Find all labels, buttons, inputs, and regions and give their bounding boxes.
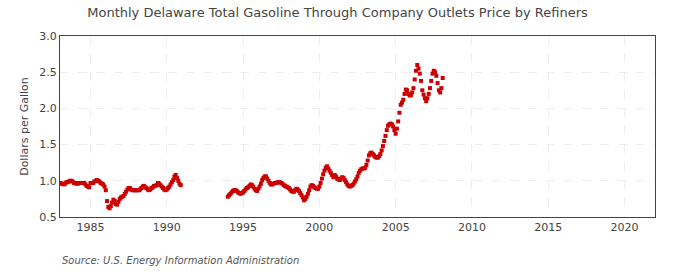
svg-text:1995: 1995 [229,221,257,234]
svg-text:2010: 2010 [458,221,486,234]
svg-text:Dollars per Gallon: Dollars per Gallon [18,77,31,176]
svg-text:2000: 2000 [305,221,333,234]
svg-text:0.5: 0.5 [39,211,57,224]
svg-text:3.0: 3.0 [39,30,57,43]
svg-text:1985: 1985 [77,221,105,234]
svg-text:2005: 2005 [382,221,410,234]
svg-text:1.5: 1.5 [39,138,57,151]
svg-text:2020: 2020 [610,221,638,234]
svg-text:Monthly Delaware Total Gasolin: Monthly Delaware Total Gasoline Through … [87,5,588,20]
svg-text:1.0: 1.0 [39,175,57,188]
svg-text:2.0: 2.0 [39,102,57,115]
svg-text:2015: 2015 [534,221,562,234]
svg-text:1990: 1990 [153,221,181,234]
svg-text:Source: U.S. Energy Informatio: Source: U.S. Energy Information Administ… [62,255,299,266]
svg-text:2.5: 2.5 [39,66,57,79]
